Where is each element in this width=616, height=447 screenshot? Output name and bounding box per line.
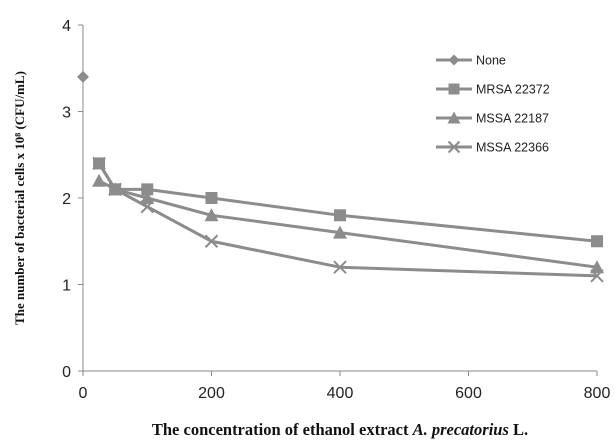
- legend-label: MSSA 22366: [476, 141, 549, 155]
- x-tick-label: 400: [327, 385, 354, 402]
- data-point: [205, 192, 218, 204]
- x-tick-label: 600: [455, 385, 482, 402]
- data-point: [140, 191, 155, 204]
- y-tick-label: 0: [62, 364, 71, 381]
- series-line: [97, 162, 598, 243]
- series-mssa-22187: [92, 173, 604, 274]
- legend-label: MSSA 22187: [476, 112, 549, 126]
- data-point: [591, 235, 603, 248]
- data-point: [590, 269, 604, 283]
- axes: [82, 25, 597, 372]
- series-mssa-22366: [92, 156, 604, 283]
- x-tick-label: 800: [584, 385, 611, 402]
- x-tick-label: 200: [198, 385, 225, 402]
- legend-item: None: [436, 54, 506, 68]
- legend-item: MSSA 22187: [436, 111, 549, 126]
- legend-marker: [448, 83, 460, 95]
- x-axis-label: The concentration of ethanol extract A. …: [152, 420, 528, 439]
- series-layer: [77, 70, 604, 283]
- data-point: [204, 234, 219, 248]
- x-axis-label-part: L.: [509, 420, 528, 439]
- data-point: [77, 70, 89, 83]
- legend-label: MRSA 22372: [476, 83, 550, 97]
- series-none: [77, 70, 89, 83]
- legend-marker: [447, 111, 461, 124]
- legend: None MRSA 22372 MSSA 22187 MSSA 22366: [436, 54, 550, 155]
- data-point: [334, 209, 346, 222]
- data-point: [204, 208, 219, 222]
- data-point: [140, 199, 154, 214]
- data-point: [333, 225, 347, 239]
- x-tick-label: 0: [79, 385, 88, 402]
- legend-marker: [447, 140, 461, 154]
- y-tick-label: 4: [62, 18, 71, 35]
- y-axis-ticks: 0 1 2 3 4: [62, 18, 83, 381]
- series-line: [97, 162, 598, 278]
- y-tick-label: 1: [62, 278, 71, 295]
- legend-item: MRSA 22372: [436, 83, 550, 97]
- legend-label: None: [476, 54, 506, 68]
- legend-marker: [448, 54, 460, 66]
- data-point: [92, 156, 106, 171]
- data-point: [333, 260, 347, 274]
- data-point: [92, 173, 107, 187]
- data-point: [108, 182, 122, 197]
- x-axis-label-part: A. precatorius: [412, 420, 509, 439]
- legend-item: MSSA 22366: [436, 141, 549, 155]
- y-tick-label: 2: [62, 191, 71, 208]
- data-point: [141, 183, 154, 196]
- x-axis-ticks: 0 200 400 600 800: [79, 371, 611, 402]
- x-axis-label-part: The concentration of ethanol extract: [152, 420, 413, 439]
- data-point: [590, 260, 604, 274]
- y-axis-label: The number of bacterial cells x 10⁸ (CFU…: [12, 71, 27, 325]
- y-tick-label: 3: [62, 105, 71, 122]
